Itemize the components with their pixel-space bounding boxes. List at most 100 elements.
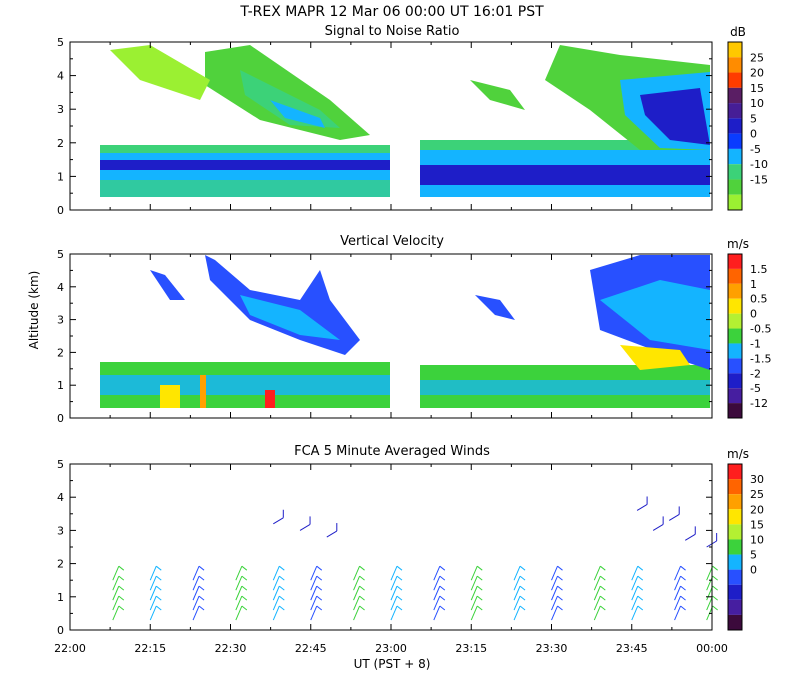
wind-barb-flag (637, 605, 644, 611)
colorbar-2-swatch-0 (728, 464, 742, 480)
winds-title: FCA 5 Minute Averaged Winds (294, 444, 490, 459)
wind-barb (149, 585, 157, 601)
colorbar-unit-2: m/s (727, 447, 749, 461)
snr-title: Signal to Noise Ratio (325, 24, 460, 39)
wind-barb-flag (637, 585, 644, 591)
colorbar-label-1-9: -12 (750, 397, 768, 410)
wind-barb-upper (299, 523, 311, 531)
wind-barb-flag (118, 595, 125, 601)
wind-barb-flag (155, 565, 162, 571)
colorbar-2-swatch-8 (728, 584, 742, 600)
colorbar-1-swatch-8 (728, 373, 742, 389)
ytick-label-2-5: 5 (57, 458, 64, 471)
wind-barb-flag (557, 595, 563, 601)
wind-barb (390, 585, 398, 601)
colorbar-label-1-5: -1 (750, 337, 761, 350)
wind-barb-flag (198, 595, 205, 601)
wind-barb-flag (241, 595, 248, 601)
snr-plume-outer (205, 45, 370, 140)
wind-barb-upper (652, 523, 664, 531)
wind-barb-flag (396, 595, 403, 601)
wind-barb-flag (680, 595, 686, 601)
vv-updraft-left-1 (160, 385, 180, 408)
wind-barb-flag (278, 585, 285, 591)
vv-bl-mix-left (100, 375, 390, 395)
colorbar-0-swatch-10 (728, 194, 742, 210)
wind-barb (593, 585, 601, 601)
wind-barb-flag (359, 565, 365, 571)
wind-barb-flag (557, 585, 563, 591)
wind-barb (470, 575, 478, 591)
ytick-label-1-1: 1 (57, 379, 64, 392)
wind-barb (112, 605, 120, 621)
wind-barb (433, 595, 441, 611)
ytick-label-0-1: 1 (57, 170, 64, 183)
wind-barb-flag (155, 585, 162, 591)
wind-barb-upper (668, 514, 680, 521)
colorbar-label-0-5: 0 (750, 128, 757, 141)
wind-barb (272, 585, 280, 601)
wind-barb-flag (476, 605, 483, 611)
colorbar-label-2-1: 25 (750, 488, 764, 501)
wind-barb-flag (198, 605, 205, 611)
wind-barb-flag (637, 595, 644, 601)
colorbar-0-swatch-6 (728, 133, 742, 149)
wind-barb (631, 575, 639, 591)
wind-barb (112, 575, 120, 591)
wind-barb (433, 605, 441, 621)
colorbar-2-swatch-4 (728, 524, 742, 540)
vv-cloud-left (205, 255, 360, 355)
wind-barb (390, 575, 398, 591)
wind-barb-flag (359, 585, 365, 591)
wind-barb-flag (712, 585, 718, 591)
wind-barb (149, 605, 157, 621)
wind-barb-flag (155, 595, 162, 601)
wind-barb-flag (439, 565, 446, 571)
xtick-label-3: 22:45 (295, 642, 327, 655)
ytick-label-2-1: 1 (57, 591, 64, 604)
wind-barb-flag (712, 595, 718, 601)
colorbar-frame-2 (727, 463, 743, 631)
xtick-label-1: 22:15 (134, 642, 166, 655)
wind-barb-flag (118, 605, 125, 611)
snr-low-band-left (100, 180, 390, 197)
wind-barb (433, 575, 441, 591)
wind-barb (149, 595, 157, 611)
wind-barb-flag (198, 565, 205, 571)
wind-barb (433, 566, 441, 581)
ytick-label-2-0: 0 (57, 624, 64, 637)
colorbar-frame-1 (727, 253, 743, 419)
vv-cloud-left-inner (240, 295, 340, 340)
wind-barb-flag (439, 575, 446, 581)
wind-barb-flag (476, 565, 483, 571)
wind-barb-flag (599, 575, 606, 581)
wind-barb-flag (680, 605, 686, 611)
wind-barb (235, 605, 243, 621)
wind-barb (310, 595, 318, 611)
wind-barb (551, 566, 558, 581)
wind-barb (310, 585, 318, 601)
colorbar-1-swatch-1 (728, 268, 742, 284)
wind-barb (390, 566, 398, 581)
ytick-label-1-4: 4 (57, 281, 64, 294)
wind-barb (551, 605, 558, 621)
wind-barb (235, 585, 243, 601)
colorbar-unit-1: m/s (727, 237, 749, 251)
wind-barb-flag (198, 575, 205, 581)
wind-barb (433, 585, 441, 601)
ytick-label-0-4: 4 (57, 70, 64, 83)
wind-barb (593, 595, 601, 611)
colorbar-label-2-4: 10 (750, 533, 764, 546)
colorbar-label-1-1: 1 (750, 278, 757, 291)
wind-barb-upper (636, 504, 648, 511)
ytick-label-0-0: 0 (57, 204, 64, 217)
wind-barb (593, 575, 601, 591)
colorbar-1-swatch-2 (728, 283, 742, 299)
wind-barb (310, 575, 318, 591)
colorbar-label-1-8: -5 (750, 382, 761, 395)
wind-barb (192, 595, 200, 611)
xtick-label-7: 23:45 (616, 642, 648, 655)
xtick-label-6: 23:30 (536, 642, 568, 655)
colorbar-label-2-6: 0 (750, 564, 757, 577)
wind-barb-flag (519, 585, 526, 591)
